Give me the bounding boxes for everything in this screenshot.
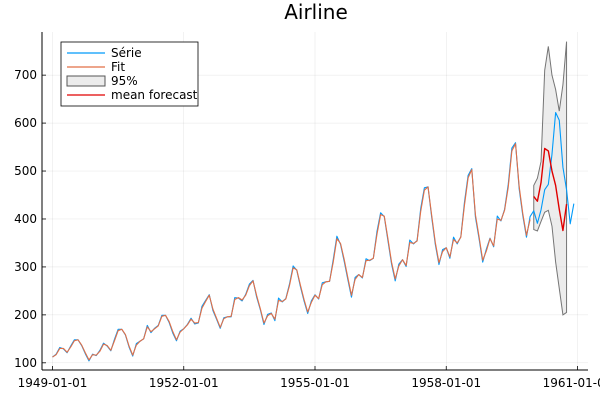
y-tick-label: 400 <box>14 212 37 226</box>
x-tick-label: 1955-01-01 <box>280 376 350 390</box>
legend-label: 95% <box>111 74 138 88</box>
series-line-s-rie <box>52 111 575 362</box>
series-layer <box>52 111 575 362</box>
confidence-band <box>533 41 568 316</box>
y-tick-label: 100 <box>14 356 37 370</box>
x-tick-label: 1961-01-01 <box>543 376 600 390</box>
legend-swatch <box>66 75 106 87</box>
confidence-band-layer <box>533 41 568 316</box>
legend-label: Série <box>111 46 142 60</box>
y-tick-label: 600 <box>14 116 37 130</box>
y-tick-label: 700 <box>14 68 37 82</box>
series-line-mean-forecast <box>533 147 568 232</box>
x-tick-label: 1952-01-01 <box>149 376 219 390</box>
x-tick-label: 1949-01-01 <box>18 376 88 390</box>
y-tick-label: 500 <box>14 164 37 178</box>
y-tick-label: 300 <box>14 260 37 274</box>
legend-label: Fit <box>111 60 125 74</box>
x-tick-label: 1958-01-01 <box>411 376 481 390</box>
legend-label: mean forecast <box>111 88 198 102</box>
axes-layer: 100 200 300 400 500 600 700 1949-01-01 1952-01-0… <box>14 32 600 390</box>
chart-title: Airline <box>284 0 348 24</box>
y-tick-label: 200 <box>14 308 37 322</box>
series-line-fit <box>52 143 531 361</box>
